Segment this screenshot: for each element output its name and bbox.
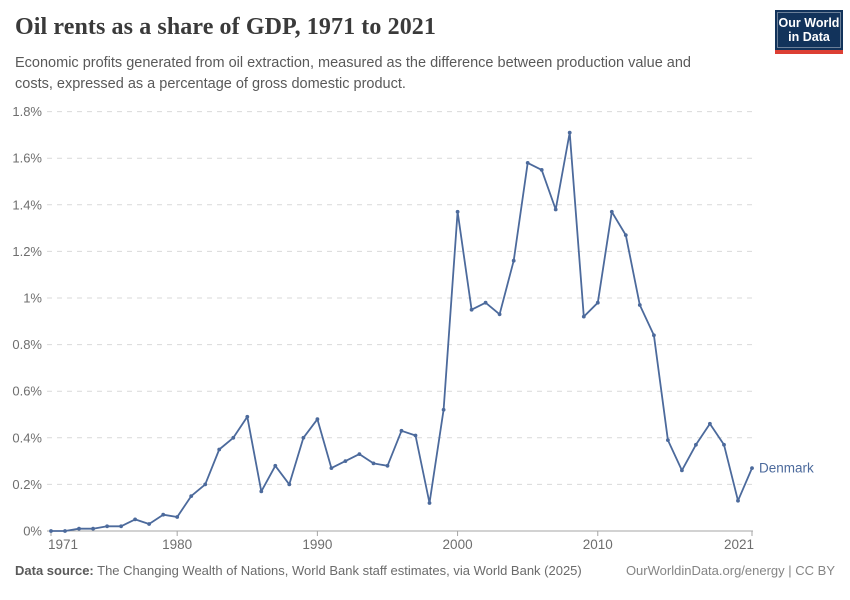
footer-link[interactable]: OurWorldinData.org/energy | CC BY: [625, 563, 835, 578]
chart-footer: Data source: The Changing Wealth of Nati…: [15, 563, 835, 578]
data-point[interactable]: [91, 526, 95, 531]
data-point[interactable]: [329, 466, 334, 470]
data-point[interactable]: [259, 489, 264, 494]
data-point[interactable]: [273, 463, 278, 468]
data-point[interactable]: [722, 442, 726, 447]
y-tick-label: 0.8%: [12, 337, 42, 352]
data-point[interactable]: [581, 314, 586, 319]
data-point[interactable]: [245, 414, 250, 419]
data-point[interactable]: [119, 524, 123, 529]
data-point[interactable]: [189, 494, 194, 498]
x-tick-label: 1990: [302, 537, 332, 552]
x-tick-label: 2021: [724, 537, 754, 552]
line-chart[interactable]: 0% 0.2% 0.4% 0.6% 0.8% 1% 1.2% 1.4% 1.6% 1.8% 1971…: [0, 95, 850, 565]
y-tick-label: 1.6%: [12, 151, 42, 166]
data-source-text: The Changing Wealth of Nations, World Ba…: [93, 563, 582, 578]
data-point[interactable]: [161, 512, 166, 517]
data-point[interactable]: [231, 435, 236, 440]
data-point[interactable]: [736, 498, 740, 503]
data-point[interactable]: [175, 515, 180, 519]
y-tick-label: 1.2%: [12, 244, 42, 259]
data-point[interactable]: [343, 459, 348, 463]
data-point[interactable]: [623, 233, 628, 238]
y-tick-label: 0.2%: [12, 477, 42, 492]
x-tick-label: 2010: [583, 537, 613, 552]
data-point[interactable]: [694, 442, 698, 447]
data-point[interactable]: [497, 312, 502, 317]
y-tick-label: 1.8%: [12, 104, 42, 119]
data-point[interactable]: [483, 300, 488, 305]
data-point[interactable]: [147, 522, 152, 526]
data-point[interactable]: [105, 524, 109, 529]
owid-logo-line2: in Data: [788, 30, 830, 44]
data-point[interactable]: [203, 482, 208, 487]
data-point[interactable]: [525, 161, 530, 165]
y-tick-label: 0%: [23, 524, 42, 539]
data-point[interactable]: [595, 300, 600, 305]
data-point[interactable]: [77, 526, 81, 531]
data-point[interactable]: [609, 209, 614, 214]
data-line[interactable]: [50, 131, 753, 532]
data-point[interactable]: [217, 447, 222, 452]
data-point[interactable]: [441, 407, 446, 412]
x-tick-label: 1971: [48, 537, 78, 552]
y-tick-label: 0.4%: [12, 430, 42, 445]
data-point[interactable]: [301, 435, 306, 440]
owid-logo-text: Our World in Data: [777, 12, 841, 48]
owid-logo[interactable]: Our World in Data: [775, 10, 843, 54]
data-source-label: Data source:: [15, 563, 94, 578]
data-point[interactable]: [413, 433, 418, 438]
data-point[interactable]: [708, 421, 712, 426]
data-point[interactable]: [637, 303, 642, 307]
data-point[interactable]: [287, 482, 292, 487]
data-point[interactable]: [511, 258, 516, 263]
data-point[interactable]: [455, 209, 460, 214]
data-point[interactable]: [63, 529, 67, 533]
y-tick-label: 1%: [23, 291, 42, 306]
chart-subtitle: Economic profits generated from oil extr…: [15, 55, 691, 92]
data-point[interactable]: [399, 428, 404, 433]
x-tick-label: 1980: [162, 537, 192, 552]
data-point[interactable]: [553, 207, 558, 212]
data-point[interactable]: [385, 463, 390, 468]
data-point[interactable]: [680, 468, 684, 473]
data-point[interactable]: [371, 461, 376, 466]
data-point[interactable]: [357, 452, 362, 456]
owid-logo-line1: Our World: [778, 16, 840, 30]
chart-title: Oil rents as a share of GDP, 1971 to 202…: [15, 14, 436, 40]
data-point[interactable]: [427, 501, 432, 505]
data-point[interactable]: [652, 333, 656, 338]
x-tick-label: 2000: [443, 537, 473, 552]
y-tick-label: 1.4%: [12, 197, 42, 212]
y-tick-label: 0.6%: [12, 384, 42, 399]
entity-label[interactable]: Denmark: [759, 461, 814, 476]
data-point[interactable]: [315, 417, 320, 422]
data-point[interactable]: [539, 168, 544, 172]
data-source-line: Data source: The Changing Wealth of Nati…: [15, 563, 582, 578]
data-point[interactable]: [567, 130, 572, 135]
data-point[interactable]: [133, 517, 138, 522]
data-point[interactable]: [666, 438, 670, 442]
data-point[interactable]: [469, 307, 474, 312]
data-point[interactable]: [49, 529, 53, 533]
data-point[interactable]: [750, 466, 754, 470]
